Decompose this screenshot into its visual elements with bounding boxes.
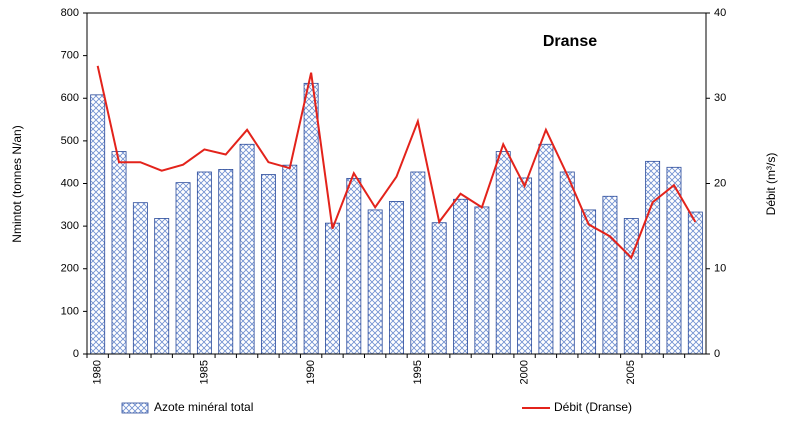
bar	[367, 209, 383, 355]
y-tick-label: 400	[61, 177, 79, 189]
bar	[495, 151, 511, 355]
y-axis-label: Nmintot (tonnes N/an)	[10, 125, 24, 242]
bar	[346, 177, 362, 355]
bar	[90, 94, 106, 355]
bar	[196, 171, 212, 355]
bar	[559, 171, 575, 355]
y2-axis-label: Débit (m³/s)	[764, 153, 778, 216]
legend-label: Débit (Dranse)	[554, 400, 632, 414]
bar	[453, 198, 468, 355]
y2-tick-label: 0	[714, 348, 720, 360]
bar	[645, 160, 661, 355]
y-tick-label: 600	[61, 92, 79, 104]
chart-title: Dranse	[543, 33, 597, 50]
x-tick-label: 1995	[412, 360, 424, 384]
y-tick-label: 300	[61, 220, 79, 232]
bar	[175, 182, 191, 355]
bar	[538, 143, 554, 355]
bar	[474, 206, 490, 355]
bar	[303, 82, 319, 355]
bar	[581, 209, 597, 355]
bar	[132, 202, 148, 355]
x-tick-label: 1985	[198, 360, 210, 384]
y-tick-label: 200	[61, 263, 79, 275]
bar	[431, 222, 447, 355]
bar	[410, 171, 426, 355]
bar	[282, 164, 298, 355]
line	[96, 65, 697, 260]
y-tick-label: 0	[73, 348, 79, 360]
legend-swatch	[121, 402, 149, 414]
bar	[325, 222, 340, 355]
y-tick-label: 500	[61, 135, 79, 147]
x-tick-label: 2005	[625, 360, 637, 384]
y-tick-label: 800	[61, 7, 79, 19]
y2-tick-label: 10	[714, 263, 726, 275]
x-tick-label: 1980	[92, 360, 104, 384]
bar	[389, 201, 404, 355]
bar	[154, 218, 170, 355]
bar	[260, 174, 276, 355]
y2-tick-label: 20	[714, 177, 726, 189]
y-tick-label: 700	[61, 50, 79, 62]
legend-label: Azote minéral total	[154, 400, 253, 414]
bar	[218, 169, 234, 355]
bar	[517, 177, 533, 355]
bar	[239, 143, 255, 355]
x-tick-label: 2000	[518, 360, 530, 384]
x-tick-label: 1990	[305, 360, 317, 384]
y-tick-label: 100	[61, 305, 79, 317]
bar	[111, 151, 127, 355]
bar	[687, 211, 703, 355]
y2-tick-label: 30	[714, 92, 726, 104]
bar	[602, 195, 618, 355]
y2-tick-label: 40	[714, 7, 726, 19]
bar	[623, 218, 639, 355]
